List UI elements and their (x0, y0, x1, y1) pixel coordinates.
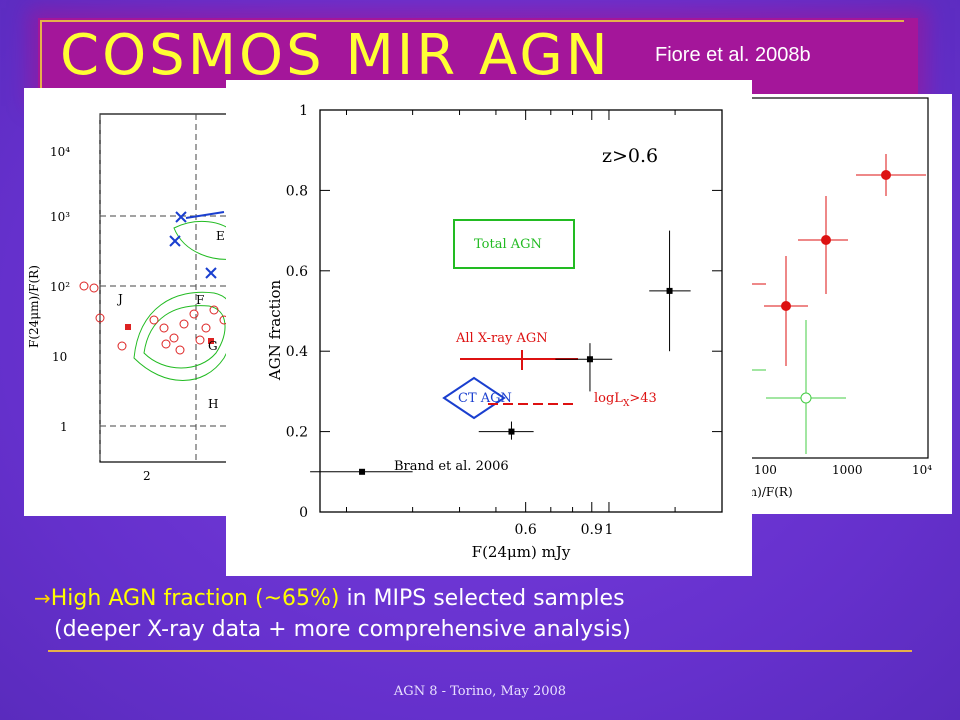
data-point (359, 468, 366, 475)
slide-title: COSMOS MIR AGN (60, 23, 611, 88)
bullet-line-2: (deeper X-ray data + more comprehensive … (54, 617, 631, 642)
ct-agn-diamond (442, 376, 506, 420)
bullet-highlight: High AGN fraction (~65%) (50, 586, 340, 611)
left-plot-panel: 10⁴ 10³ 10² 10 1 2 F(24μm)/F(R) J F G H (24, 88, 234, 516)
left-rule (40, 20, 42, 96)
x-tick-label: 0.6 (515, 522, 537, 538)
left-ytick-label: 10² (50, 280, 70, 294)
main-chart-panel: 0 0.2 0.4 0.6 0.8 1 0.6 0.9 1 AGN fraction F(24… (226, 80, 752, 576)
y-tick-label: 0.8 (286, 183, 308, 199)
x-axis-label: F(24μm) mJy (472, 543, 571, 561)
y-axis-label: AGN fraction (266, 280, 284, 382)
top-rule (40, 20, 904, 22)
region-label: H (208, 397, 218, 411)
left-xtick-label: 2 (143, 469, 151, 483)
footer: AGN 8 - Torino, May 2008 (393, 684, 567, 699)
left-ytick-label: 10³ (50, 210, 70, 224)
region-label: J (116, 292, 123, 306)
total-agn-label: Total AGN (474, 237, 542, 252)
left-ylabel: F(24μm)/F(R) (27, 265, 41, 348)
plot-frame (319, 109, 723, 513)
y-tick-label: 0.6 (286, 264, 308, 280)
x-tick-label: 1 (605, 522, 614, 538)
total-agn-box (453, 219, 575, 269)
data-point (666, 287, 673, 294)
region-label: E (216, 229, 225, 243)
redshift-annotation: z>0.6 (602, 145, 658, 167)
right-xtick-label: 1000 (832, 463, 863, 477)
logl-label: logLX>43 (594, 391, 657, 409)
left-ytick-label: 1 (60, 420, 68, 434)
y-tick-label: 0 (299, 505, 308, 521)
bullet-line-1: →High AGN fraction (~65%) in MIPS select… (34, 583, 754, 614)
right-plot-panel: 100 1000 10⁴ μm)/F(R) (728, 94, 952, 514)
data-point (508, 428, 515, 435)
brand-label: Brand et al. 2006 (394, 459, 509, 474)
citation: Fiore et al. 2008b (655, 44, 811, 66)
region-label: F (196, 293, 204, 307)
region-label: G (208, 339, 218, 353)
left-ytick-label: 10 (52, 350, 67, 364)
bullet-rest: in MIPS selected samples (339, 586, 625, 611)
ct-agn-label: CT AGN (458, 391, 512, 406)
y-tick-label: 0.4 (286, 344, 308, 360)
agn-fraction-chart: 00.20.40.60.81 0.6 0.9 1 AGN fraction F(24… (266, 103, 723, 561)
arrow-icon: → (34, 586, 51, 610)
bottom-rule (48, 650, 912, 652)
left-ytick-label: 10⁴ (50, 145, 70, 159)
y-tick-label: 1 (299, 103, 308, 119)
x-tick-label: 0.9 (581, 522, 603, 538)
y-tick-label: 0.2 (286, 425, 308, 441)
data-point (586, 356, 593, 363)
bullet-text: →High AGN fraction (~65%) in MIPS select… (34, 583, 754, 645)
right-plot: 100 1000 10⁴ μm)/F(R) (729, 97, 932, 499)
all-xray-agn-label: All X-ray AGN (455, 331, 548, 346)
right-xtick-label: 100 (754, 463, 777, 477)
left-plot: 10⁴ 10³ 10² 10 1 2 F(24μm)/F(R) J F G H (27, 113, 234, 483)
right-xtick-label: 10⁴ (912, 463, 932, 477)
